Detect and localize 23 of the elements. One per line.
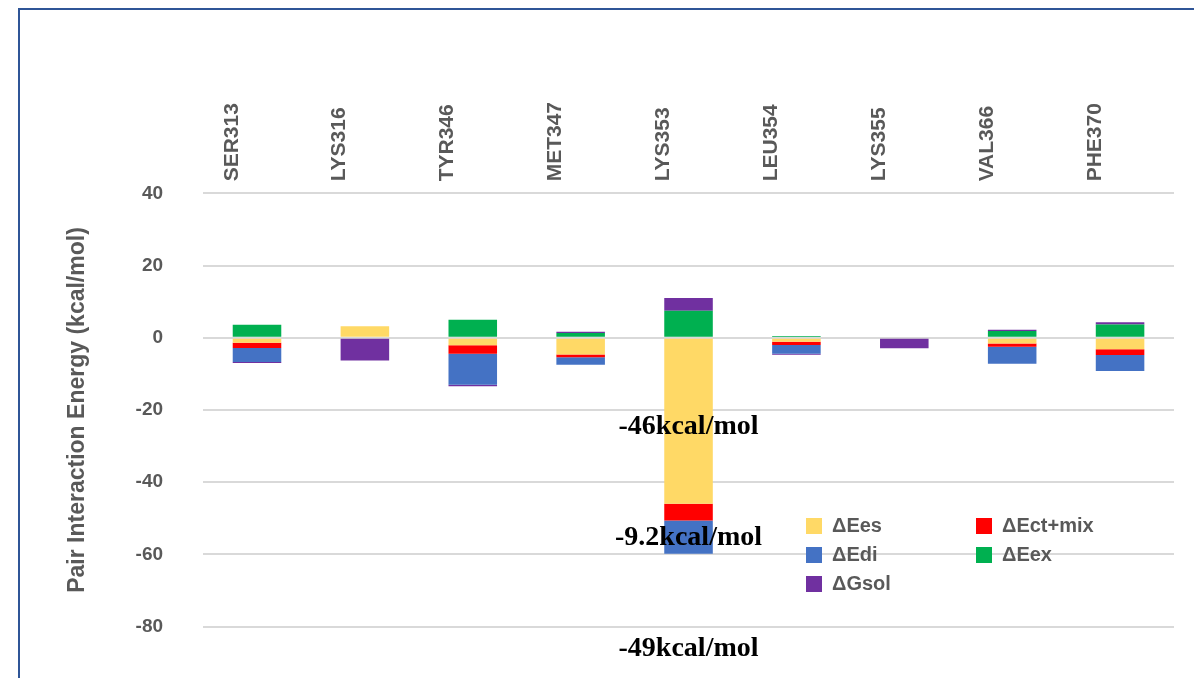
y-tick-label: 0 <box>152 326 164 348</box>
y-tick-label: 20 <box>141 253 164 275</box>
x-tick-label: LYS316 <box>326 107 350 182</box>
y-tick-label: -60 <box>135 542 164 564</box>
y-tick-label: -40 <box>135 470 164 492</box>
legend-label: ΔEes <box>832 514 882 537</box>
legend-label: ΔEdi <box>832 543 878 566</box>
x-tick-label: PHE370 <box>1081 103 1105 182</box>
y-tick-label: 40 <box>141 181 164 203</box>
x-tick-label: LYS355 <box>865 107 889 182</box>
y-tick-label: -80 <box>135 614 164 636</box>
x-tick-label: MET347 <box>542 101 566 182</box>
x-tick-label: LYS353 <box>650 107 674 182</box>
x-tick-label: TYR346 <box>434 104 458 182</box>
legend-label: ΔEex <box>1002 543 1052 566</box>
y-tick-label: -20 <box>135 398 164 420</box>
x-tick-label: LEU354 <box>758 104 782 182</box>
y-axis-title: Pair Interaction Energy (kcal/mol) <box>63 227 90 593</box>
text: -49kcal/mol <box>618 630 759 662</box>
x-tick-label: VAL366 <box>973 105 997 182</box>
legend-label: ΔEct+mix <box>1002 514 1094 537</box>
legend-label: ΔGsol <box>832 572 891 595</box>
x-tick-label: SER313 <box>218 103 242 182</box>
